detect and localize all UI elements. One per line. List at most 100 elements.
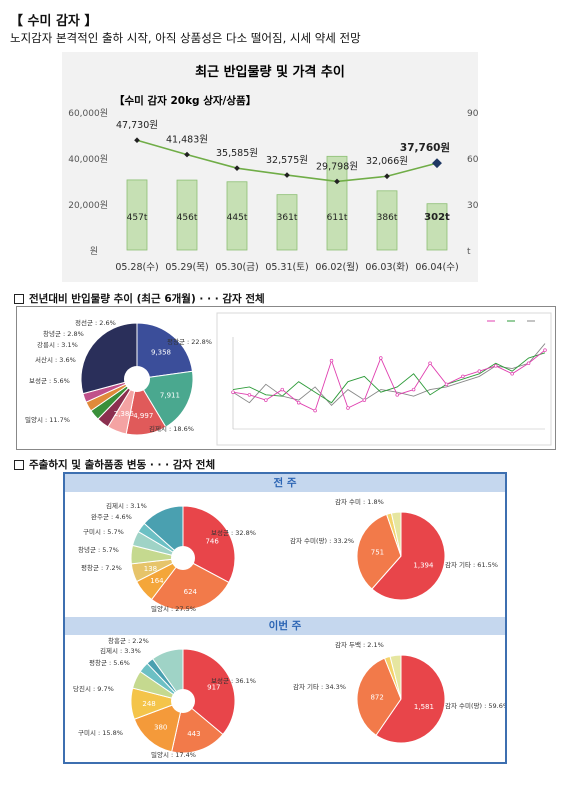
y-right-tick: 900t: [467, 109, 478, 119]
pie-thisweek-region-label: 김제시 : 3.3%: [100, 647, 141, 655]
pie-yoy-slice: [136, 322, 194, 380]
y-left-tick: 40,000원: [68, 154, 108, 165]
pie-yoy-label: 서산시 : 3.6%: [35, 355, 76, 364]
x-tick-label: 06.03(화): [365, 262, 408, 273]
pie-yoy-value: 9,358: [151, 348, 171, 356]
volume-bar: [226, 181, 248, 251]
pie-yoy-slice: [80, 322, 138, 395]
pie-lastweek-region-label: 밀양시 : 27.5%: [151, 605, 196, 613]
yoy-series-point: [296, 400, 301, 405]
yoy-series-point: [247, 393, 252, 397]
yoy-series-point: [428, 361, 432, 366]
pie-yoy-hole: [124, 366, 150, 392]
volume-label: 386t: [377, 213, 398, 223]
this-week-pies: 917 443 380 248 창흥군 : 2.2% 김제시 : 3.3% 평창군 : 5.…: [73, 636, 505, 759]
pie-lastweek-variety-label: 감자 수미(땅) : 33.2%: [290, 536, 354, 545]
this-week-header: 이번 주: [65, 617, 505, 635]
pie-lastweek-region-label: 평창군 : 7.2%: [81, 563, 122, 572]
pie-yoy-value: 4,997: [133, 412, 153, 420]
volume-bar: [376, 190, 398, 251]
volume-bar: [326, 155, 348, 251]
pie-yoy-label: 평창군 : 22.8%: [167, 337, 212, 346]
yoy-series-point: [510, 372, 514, 376]
pie-lastweek-variety-slice: [356, 513, 402, 590]
pie-lastweek-region-label: 김제시 : 3.1%: [106, 502, 147, 510]
price-marker: [334, 178, 340, 185]
pie-thisweek-variety-slice: [389, 654, 402, 700]
pie-lastweek-region-value: 164: [150, 577, 164, 585]
pie-yoy-label: 창녕군 : 2.8%: [43, 330, 84, 338]
x-tick-label: 05.29(목): [165, 262, 208, 273]
pie-thisweek-region-label: 당진시 : 9.7%: [73, 684, 114, 693]
yoy-series-line: [232, 352, 546, 404]
yoy-series-point: [379, 356, 383, 360]
pie-yoy-value: 2,386: [114, 410, 135, 418]
pie-lastweek-region-value: 746: [205, 538, 219, 546]
price-marker: [432, 158, 442, 169]
section-origin-title-text: 주출하지 및 출하품종 변동 · · · 감자 전체: [29, 459, 216, 471]
yoy-series-point: [362, 398, 367, 402]
yoy-series-point: [461, 374, 465, 379]
pie-thisweek-region-value: 248: [142, 700, 155, 708]
last-week-pies: 746 624 164 138 김제시 : 3.1% 완주군 : 4.6% 구미시 : 5.…: [78, 497, 498, 613]
pie-thisweek-variety-value: 1,581: [414, 703, 434, 711]
pie-thisweek-variety-label: 감자 기타 : 34.3%: [293, 682, 346, 691]
line-chart-frame: [216, 312, 552, 446]
volume-label: 611t: [327, 213, 348, 223]
yoy-series-point: [280, 387, 285, 392]
pie-thisweek-region-label: 보성군 : 36.1%: [211, 676, 256, 685]
yoy-series-point: [231, 390, 235, 394]
price-marker: [284, 172, 290, 178]
volume-label: 445t: [227, 213, 248, 223]
pie-lastweek-variety-label: 감자 기타 : 61.5%: [445, 560, 498, 569]
pie-lastweek-variety-slice: [390, 511, 402, 557]
yoy-series-line: [232, 343, 546, 406]
y-right-unit: t: [467, 247, 471, 257]
pie-lastweek-region-label: 창녕군 : 5.7%: [78, 546, 119, 554]
pie-thisweek-region-slice: [133, 700, 184, 753]
pie-yoy-label: 김제시 : 18.6%: [149, 425, 194, 433]
pie-yoy-value: 7,911: [160, 392, 180, 400]
section-origin-title: 주출하지 및 출하품종 변동 · · · 감자 전체: [14, 457, 215, 472]
pie-lastweek-region-label: 완주군 : 4.6%: [91, 513, 132, 521]
x-tick-label: 06.04(수): [415, 262, 458, 273]
y-right-tick: 300t: [467, 201, 478, 211]
y-left-tick: 60,000원: [68, 108, 108, 119]
price-label: 29,798원: [316, 161, 358, 172]
pie-thisweek-region-label: 구미시 : 15.8%: [78, 728, 123, 737]
yoy-series-line: [232, 349, 546, 412]
y-left-unit: 원: [90, 246, 98, 257]
pie-thisweek-region-label: 평창군 : 5.6%: [89, 658, 130, 667]
yoy-series-point: [526, 361, 531, 366]
price-label: 37,760원: [400, 141, 450, 154]
pie-thisweek-region-value: 443: [187, 730, 200, 738]
section-yoy-title-text: 전년대비 반입물량 추이 (최근 6개월) · · · 감자 전체: [29, 293, 265, 305]
pie-thisweek-variety-value: 872: [370, 693, 383, 701]
volume-bar: [126, 179, 148, 251]
main-chart-inner-label: 【수미 감자 20kg 상자/상품】: [114, 94, 256, 107]
pie-yoy-label: 밀양시 : 11.7%: [25, 416, 70, 424]
yoy-series-point: [543, 348, 547, 352]
price-marker: [384, 173, 390, 180]
x-tick-label: 06.02(월): [315, 261, 358, 273]
pie-lastweek-region-slice: [182, 505, 236, 584]
yoy-series-point: [329, 358, 334, 363]
pie-lastweek-variety-slice: [371, 511, 446, 601]
pie-yoy-label: 보성군 : 5.6%: [29, 376, 70, 385]
checkbox-square-icon: [14, 460, 24, 470]
pie-lastweek-variety-label: 감자 수미 : 1.8%: [335, 497, 384, 506]
price-marker: [134, 137, 140, 144]
volume-bar: [176, 179, 198, 251]
pie-lastweek-region-hole: [171, 546, 195, 570]
report-subtitle: 노지감자 본격적인 출하 시작, 아직 상품성은 다소 떨어짐, 시세 약세 전…: [10, 31, 361, 45]
yoy-series-point: [444, 382, 449, 387]
pie-lastweek-region-value: 138: [144, 565, 157, 573]
pie-yoy-label: 강릉시 : 3.1%: [37, 340, 78, 349]
main-chart: 최근 반입물량 및 가격 추이 【수미 감자 20kg 상자/상품】 60,00…: [68, 64, 488, 273]
yoy-series-point: [477, 369, 482, 373]
pie-lastweek-variety-value: 1,394: [413, 561, 434, 569]
pie-lastweek-region-slice: [150, 557, 230, 611]
price-label: 32,066원: [366, 156, 408, 167]
last-week-header: 전 주: [65, 474, 505, 492]
